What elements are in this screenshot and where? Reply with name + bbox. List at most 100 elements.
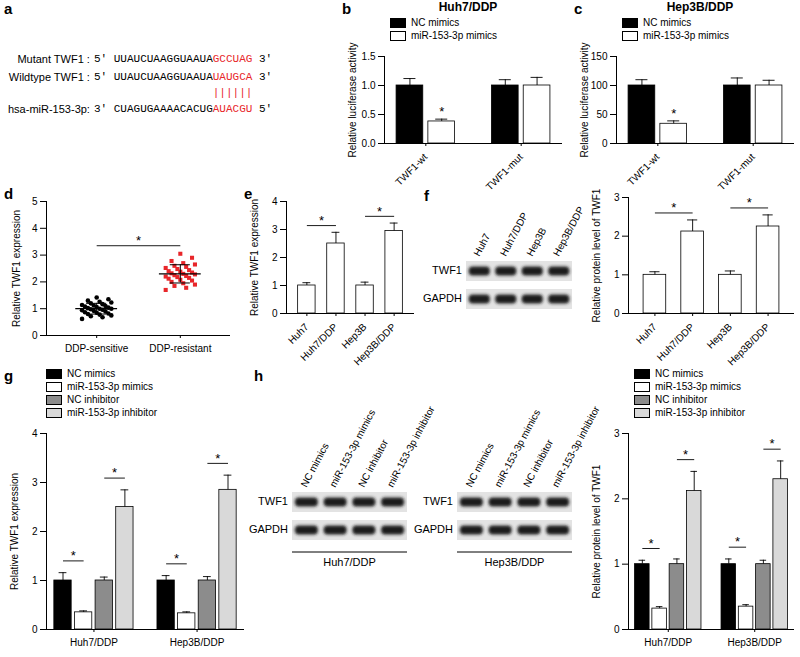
svg-text:*: * — [747, 195, 752, 210]
svg-text:Relative TWF1 expression: Relative TWF1 expression — [11, 210, 22, 327]
svg-text:1: 1 — [32, 575, 38, 586]
svg-text:*: * — [319, 213, 324, 228]
svg-text:*: * — [735, 534, 740, 549]
svg-text:miR-153-3p mimics: miR-153-3p mimics — [327, 407, 378, 489]
svg-text:0: 0 — [272, 308, 278, 319]
svg-text:Relative protein level of TWF1: Relative protein level of TWF1 — [591, 188, 602, 322]
html-text:Hep3B/DDP: Hep3B/DDP — [666, 0, 734, 14]
svg-text:Huh7: Huh7 — [471, 231, 492, 258]
svg-text:*: * — [439, 104, 444, 119]
svg-text:TWF1-wt: TWF1-wt — [393, 151, 430, 188]
svg-text:TWF1: TWF1 — [423, 495, 453, 507]
svg-text:TWF1-mut: TWF1-mut — [484, 151, 525, 192]
svg-text:Huh7/DDP: Huh7/DDP — [644, 637, 692, 648]
svg-text:0: 0 — [32, 624, 38, 635]
html-text:miR-153-3p mimics: miR-153-3p mimics — [411, 30, 498, 41]
svg-text:*: * — [112, 465, 117, 480]
svg-text:Hep3B/DDP: Hep3B/DDP — [485, 556, 545, 568]
svg-text:*: * — [769, 436, 774, 451]
svg-text:0: 0 — [32, 330, 38, 341]
svg-text:2: 2 — [32, 276, 38, 287]
svg-text:miR-153-3p inhibitor: miR-153-3p inhibitor — [549, 404, 602, 489]
svg-text:0.0: 0.0 — [362, 138, 376, 149]
svg-text:TWF1: TWF1 — [258, 495, 288, 507]
svg-text:NC inhibitor: NC inhibitor — [355, 437, 391, 489]
svg-text:1: 1 — [272, 280, 278, 291]
svg-text:50: 50 — [596, 109, 608, 120]
svg-text:*: * — [671, 200, 676, 215]
svg-text:Huh7: Huh7 — [634, 321, 659, 346]
svg-text:Huh7/DDP: Huh7/DDP — [70, 637, 118, 648]
svg-text:DDP-sensitive: DDP-sensitive — [65, 343, 129, 354]
svg-text:TWF1-wt: TWF1-wt — [625, 151, 662, 188]
svg-text:NC inhibitor: NC inhibitor — [520, 437, 556, 489]
svg-text:*: * — [136, 233, 141, 248]
svg-text:1.5: 1.5 — [362, 51, 376, 62]
svg-text:0: 0 — [602, 138, 608, 149]
svg-text:1: 1 — [614, 558, 620, 569]
svg-text:3: 3 — [32, 477, 38, 488]
svg-text:100: 100 — [591, 80, 608, 91]
svg-text:*: * — [71, 548, 76, 563]
html-text:NC mimics: NC mimics — [643, 17, 692, 28]
svg-text:Hep3B/DDP: Hep3B/DDP — [727, 637, 782, 648]
svg-text:NC mimics: NC mimics — [298, 441, 330, 489]
svg-text:4: 4 — [32, 428, 38, 439]
svg-text:Hep3B/DDP: Hep3B/DDP — [170, 637, 225, 648]
svg-text:GAPDH: GAPDH — [414, 523, 453, 535]
svg-text:miR-153-3p inhibitor: miR-153-3p inhibitor — [385, 404, 437, 489]
html-text:Wildtype TWF1 : 5' UUAUCUAAGGU: Wildtype TWF1 : 5' UUAUCUAAGGUAAUA UAUGC… — [8, 71, 273, 83]
svg-text:150: 150 — [591, 51, 608, 62]
svg-text:Relative protein level of TWF1: Relative protein level of TWF1 — [591, 464, 602, 598]
svg-text:Hep3B/DDP: Hep3B/DDP — [352, 321, 399, 368]
html-text:NC mimics: NC mimics — [411, 17, 460, 28]
html-text:Huh7/DDP: Huh7/DDP — [438, 0, 498, 14]
svg-text:0.5: 0.5 — [362, 109, 376, 120]
html-text:hsa-miR-153-3p: 3' CUAGUGAAAAC: hsa-miR-153-3p: 3' CUAGUGAAAACACUG AUACG… — [8, 103, 273, 115]
svg-text:miR-153-3p mimics: miR-153-3p mimics — [492, 407, 543, 489]
svg-text:DDP-resistant: DDP-resistant — [149, 343, 211, 354]
svg-text:Huh7/DDP: Huh7/DDP — [323, 556, 376, 568]
svg-text:3: 3 — [614, 192, 620, 203]
svg-text:Hep3B: Hep3B — [705, 321, 735, 351]
svg-text:Hep3B/DDP: Hep3B/DDP — [725, 321, 772, 368]
svg-text:Huh7/DDP: Huh7/DDP — [298, 321, 340, 363]
svg-text:Hep3B: Hep3B — [524, 225, 548, 257]
svg-text:GAPDH: GAPDH — [423, 292, 462, 304]
svg-text:Huh7: Huh7 — [286, 321, 311, 346]
svg-text:3: 3 — [614, 428, 620, 439]
svg-text:1.0: 1.0 — [362, 80, 376, 91]
svg-text:1: 1 — [32, 303, 38, 314]
html-text:miR-153-3p mimics: miR-153-3p mimics — [643, 30, 730, 41]
svg-text:TWF1-mut: TWF1-mut — [716, 151, 757, 192]
svg-text:5: 5 — [32, 196, 38, 207]
svg-text:0: 0 — [614, 624, 620, 635]
svg-text:Huh7/DDP: Huh7/DDP — [497, 210, 530, 258]
html-text:Mutant TWF1 : 5' UUAUCUAAGGUAA: Mutant TWF1 : 5' UUAUCUAAGGUAAUA GCCUAG … — [17, 53, 273, 65]
svg-text:Relative TWF1 expression: Relative TWF1 expression — [9, 473, 20, 590]
svg-text:3: 3 — [272, 224, 278, 235]
svg-text:Relative TWF1 expression: Relative TWF1 expression — [249, 199, 260, 316]
svg-text:2: 2 — [614, 230, 620, 241]
svg-text:*: * — [671, 106, 676, 121]
svg-text:GAPDH: GAPDH — [249, 523, 288, 535]
svg-text:2: 2 — [32, 526, 38, 537]
svg-text:*: * — [215, 451, 220, 466]
svg-text:Relative luciferase activity: Relative luciferase activity — [347, 42, 358, 157]
svg-text:2: 2 — [614, 493, 620, 504]
svg-text:NC mimics: NC mimics — [463, 441, 495, 489]
svg-text:*: * — [377, 204, 382, 219]
svg-text:*: * — [648, 536, 653, 551]
svg-text:1: 1 — [614, 269, 620, 280]
svg-text:Relative luciferase activity: Relative luciferase activity — [579, 42, 590, 157]
svg-text:*: * — [174, 551, 179, 566]
svg-text:Hep3B/DDP: Hep3B/DDP — [551, 204, 586, 258]
svg-text:3: 3 — [32, 249, 38, 260]
svg-text:4: 4 — [32, 223, 38, 234]
svg-text:0: 0 — [614, 308, 620, 319]
svg-text:TWF1: TWF1 — [432, 264, 462, 276]
svg-text:Huh7/DDP: Huh7/DDP — [655, 321, 697, 363]
svg-text:2: 2 — [272, 252, 278, 263]
svg-text:4: 4 — [272, 196, 278, 207]
svg-text:*: * — [683, 447, 688, 462]
